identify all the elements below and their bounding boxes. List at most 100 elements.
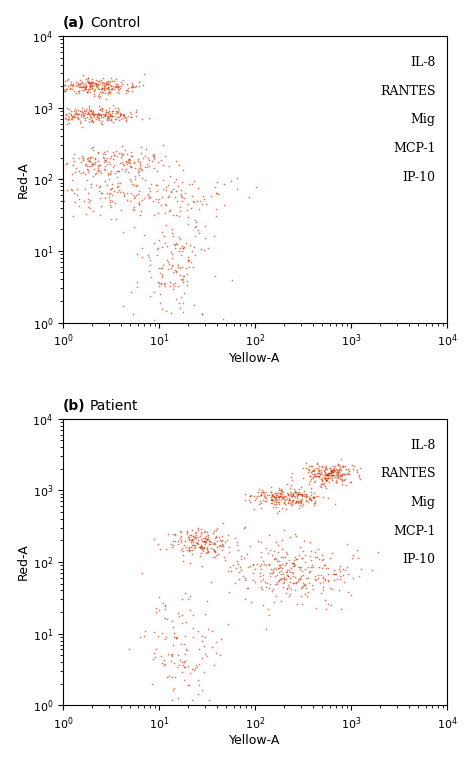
Point <box>318 554 326 566</box>
Point <box>310 491 318 503</box>
Point <box>53 87 61 99</box>
Point <box>119 108 127 121</box>
Point <box>257 502 265 514</box>
Point <box>147 178 155 190</box>
Point <box>192 529 200 541</box>
Point <box>192 216 200 228</box>
Point <box>322 474 329 487</box>
Point <box>258 583 266 595</box>
Point <box>32 111 40 123</box>
Point <box>123 148 130 160</box>
Point <box>204 623 212 635</box>
Point <box>121 164 128 176</box>
Point <box>202 547 210 559</box>
Point <box>337 603 345 615</box>
Point <box>337 453 345 465</box>
Point <box>76 115 84 127</box>
Point <box>322 471 330 484</box>
Point <box>34 195 41 207</box>
Point <box>162 603 169 615</box>
Point <box>217 540 225 552</box>
Point <box>349 549 356 561</box>
Point <box>73 80 81 92</box>
Point <box>333 464 341 476</box>
Point <box>349 463 357 475</box>
Point <box>89 76 97 88</box>
Point <box>161 659 168 671</box>
Point <box>196 541 204 553</box>
Point <box>86 79 94 92</box>
Point <box>265 490 273 502</box>
Point <box>198 540 205 552</box>
Point <box>95 92 103 104</box>
Point <box>180 555 187 567</box>
Point <box>274 562 282 574</box>
Point <box>160 183 167 195</box>
Point <box>165 257 173 270</box>
Point <box>171 238 178 250</box>
Point <box>176 526 184 538</box>
Point <box>86 83 94 95</box>
Point <box>104 78 111 90</box>
Point <box>104 167 112 179</box>
Point <box>257 488 264 500</box>
Point <box>114 165 122 177</box>
Point <box>118 163 126 175</box>
Point <box>356 469 363 481</box>
Point <box>180 545 187 557</box>
Point <box>108 177 115 189</box>
Point <box>260 490 267 502</box>
Point <box>109 161 117 173</box>
Point <box>195 540 203 552</box>
Point <box>214 188 222 200</box>
Point <box>110 83 118 95</box>
Point <box>258 484 266 497</box>
Point <box>123 114 130 126</box>
Point <box>287 498 295 510</box>
Point <box>329 460 337 472</box>
Point <box>135 163 142 175</box>
Point <box>71 186 78 199</box>
Point <box>310 470 318 482</box>
Point <box>152 602 160 614</box>
Point <box>128 178 136 190</box>
Point <box>335 563 343 575</box>
Point <box>301 579 309 591</box>
Point <box>328 465 336 477</box>
Point <box>110 149 118 161</box>
Point <box>328 470 336 482</box>
Point <box>328 469 336 481</box>
Point <box>168 223 176 235</box>
Point <box>117 113 124 125</box>
Point <box>315 464 323 476</box>
Point <box>177 183 184 196</box>
Point <box>275 484 283 496</box>
Point <box>196 549 204 562</box>
Point <box>306 470 313 482</box>
Point <box>270 494 278 507</box>
Point <box>98 83 105 95</box>
Point <box>68 173 75 186</box>
Point <box>116 82 124 94</box>
Point <box>297 495 305 507</box>
Point <box>330 469 337 481</box>
Point <box>297 496 304 508</box>
Point <box>164 180 171 192</box>
Point <box>69 80 77 92</box>
Point <box>259 555 267 567</box>
Point <box>166 276 173 288</box>
Point <box>100 81 108 93</box>
Point <box>84 74 91 86</box>
Point <box>178 656 186 668</box>
Point <box>261 486 268 498</box>
Point <box>37 183 45 196</box>
Point <box>212 187 219 199</box>
Point <box>320 464 328 476</box>
Point <box>211 545 219 557</box>
Point <box>178 529 185 542</box>
Point <box>92 179 100 191</box>
Point <box>300 569 307 581</box>
Point <box>201 532 209 544</box>
Point <box>204 701 211 713</box>
Point <box>298 570 305 582</box>
